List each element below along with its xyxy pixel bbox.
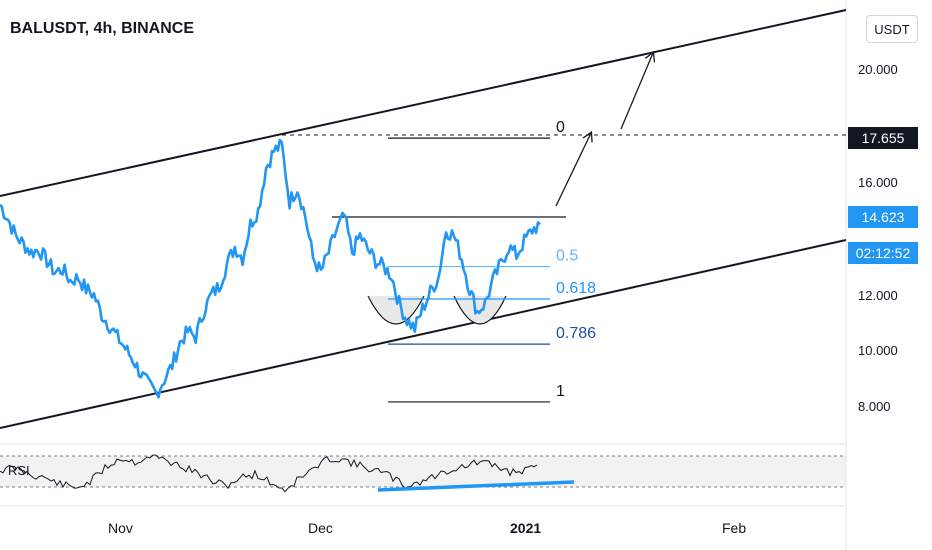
fib-level-label: 0.618 [556, 280, 596, 297]
time-label-dec: Dec [308, 520, 333, 536]
last-price-marker: 14.623 [848, 206, 918, 228]
fib-level-label: 0 [556, 119, 565, 136]
bar-countdown-marker: 02:12:52 [848, 242, 918, 264]
price-tick-label: 10.000 [858, 343, 898, 358]
price-tick-label: 8.000 [858, 399, 891, 414]
fib-zero-price-marker: 17.655 [848, 127, 918, 149]
rsi-divergence-line [377, 480, 575, 492]
price-series-line [0, 138, 541, 399]
time-label-nov: Nov [108, 520, 133, 536]
channel-lower-line [0, 239, 847, 429]
currency-button[interactable]: USDT [866, 15, 918, 43]
time-label-feb: Feb [722, 520, 747, 536]
rsi-band [0, 456, 846, 487]
projection-arrow-1 [555, 130, 593, 207]
bottom-arc-left [367, 295, 425, 325]
fib-retracement: 0 0.5 0.618 0.786 1 [388, 119, 596, 403]
projection-arrow-2 [620, 50, 656, 130]
price-tick-label: 12.000 [858, 288, 898, 303]
rsi-label: RSI [8, 463, 30, 478]
rsi-line [0, 454, 538, 493]
price-tick-label: 20.000 [858, 62, 898, 77]
price-tick-label: 16.000 [858, 175, 898, 190]
channel-upper-line [0, 9, 847, 197]
fib-level-label: 1 [556, 383, 565, 400]
fib-level-label: 0.5 [556, 248, 578, 265]
chart-title: BALUSDT, 4h, BINANCE [10, 20, 195, 37]
fib-level-label: 0.786 [556, 325, 596, 342]
time-label-2021: 2021 [510, 520, 542, 536]
